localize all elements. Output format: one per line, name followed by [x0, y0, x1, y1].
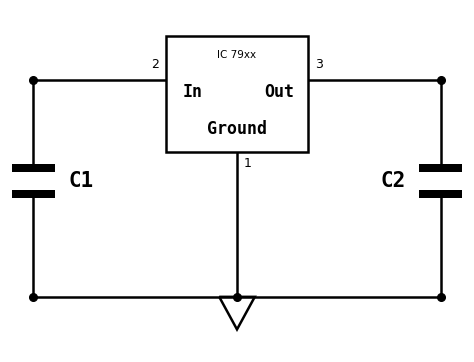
Text: C1: C1 [69, 171, 94, 191]
Text: C2: C2 [380, 171, 405, 191]
Text: Out: Out [264, 83, 294, 101]
Bar [166, 36, 308, 152]
Text: In: In [182, 83, 202, 101]
Text: IC 79xx: IC 79xx [218, 50, 256, 60]
Text: 1: 1 [244, 157, 252, 171]
Text: 3: 3 [315, 58, 323, 71]
Text: Ground: Ground [207, 120, 267, 138]
Text: 2: 2 [151, 58, 159, 71]
